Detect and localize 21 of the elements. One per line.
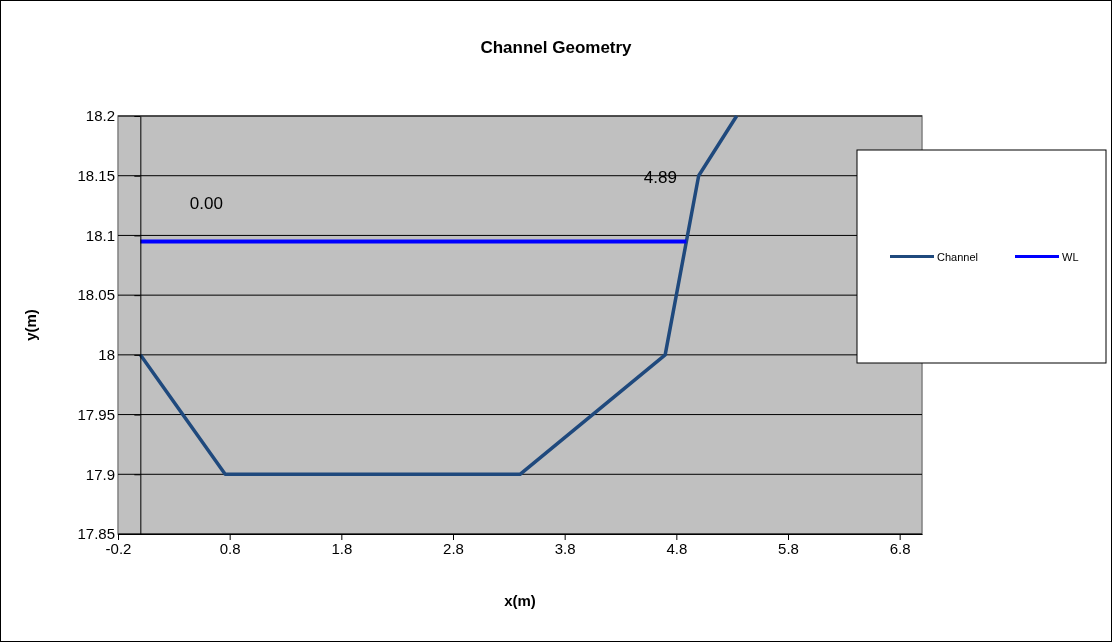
y-axis-title: y(m) xyxy=(22,309,39,341)
x-tick-label: 4.8 xyxy=(666,539,688,557)
x-tick-label: 5.8 xyxy=(778,539,799,557)
x-tick-label: 3.8 xyxy=(554,539,576,557)
line-series xyxy=(138,114,739,477)
chart-title: Channel Geometry xyxy=(480,38,633,57)
y-tick-label: 18.05 xyxy=(77,286,115,304)
y-tick-label: 17.9 xyxy=(85,465,115,483)
x-tick-label: 0.8 xyxy=(219,539,241,557)
x-tick-label: 2.8 xyxy=(443,539,464,557)
x-tick-label: 1.8 xyxy=(331,539,353,557)
y-tick-label: 18.15 xyxy=(77,167,115,185)
x-axis-title: x(m) xyxy=(504,592,536,609)
y-tick-label: 18.1 xyxy=(85,226,115,244)
legend-label: WL xyxy=(1062,250,1079,263)
x-tick-label: 6.8 xyxy=(889,539,911,557)
annotation: 0.00 xyxy=(189,193,223,213)
legend-label: Channel xyxy=(937,250,978,263)
y-tick-label: 17.95 xyxy=(77,405,115,423)
y-tick-label: 18 xyxy=(98,346,115,364)
y-tick-label: 18.2 xyxy=(85,107,115,125)
